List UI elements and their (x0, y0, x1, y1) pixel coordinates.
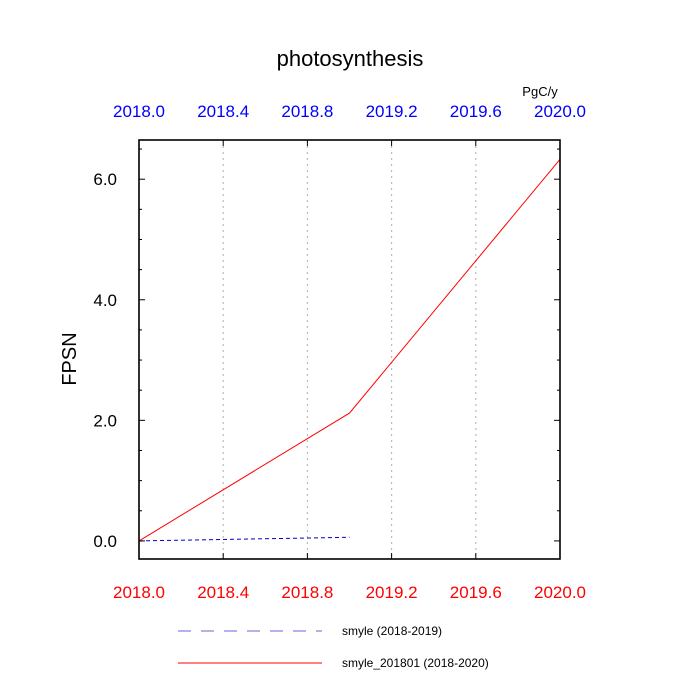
bottom-x-tick-label: 2018.4 (197, 583, 249, 602)
legend-label: smyle_201801 (2018-2020) (342, 656, 489, 670)
units-label: PgC/y (522, 84, 558, 99)
top-x-tick-label: 2019.2 (366, 102, 418, 121)
top-x-tick-label: 2018.0 (113, 102, 165, 121)
bottom-x-tick-label: 2019.6 (450, 583, 502, 602)
top-x-tick-label: 2018.8 (281, 102, 333, 121)
y-tick-label: 0.0 (93, 532, 117, 551)
y-tick-label: 6.0 (93, 170, 117, 189)
y-tick-label: 2.0 (93, 411, 117, 430)
top-x-tick-labels: 2018.0 2018.4 2018.8 2019.2 2019.6 2020.0 (113, 102, 586, 121)
bottom-x-tick-label: 2018.8 (281, 583, 333, 602)
series-line-2 (138, 158, 561, 542)
axis-ticks (138, 140, 561, 559)
y-tick-label: 4.0 (93, 291, 117, 310)
bottom-x-tick-label: 2018.0 (113, 583, 165, 602)
y-axis-label: FPSN (59, 332, 81, 385)
top-x-tick-label: 2020.0 (534, 102, 586, 121)
top-x-tick-label: 2019.6 (450, 102, 502, 121)
legend-label: smyle (2018-2019) (342, 624, 442, 638)
top-x-tick-label: 2018.4 (197, 102, 249, 121)
bottom-x-tick-label: 2020.0 (534, 583, 586, 602)
legend: smyle (2018-2019) smyle_201801 (2018-2020… (178, 624, 489, 670)
series-layer (138, 158, 561, 542)
plot-frame (138, 139, 561, 560)
chart-title: photosynthesis (277, 46, 424, 71)
series-line-1 (138, 536, 350, 542)
bottom-x-tick-label: 2019.2 (366, 583, 418, 602)
y-tick-labels: 0.0 2.0 4.0 6.0 (93, 170, 117, 551)
grid-lines (222, 140, 477, 559)
bottom-x-tick-labels: 2018.0 2018.4 2018.8 2019.2 2019.6 2020.0 (113, 583, 586, 602)
